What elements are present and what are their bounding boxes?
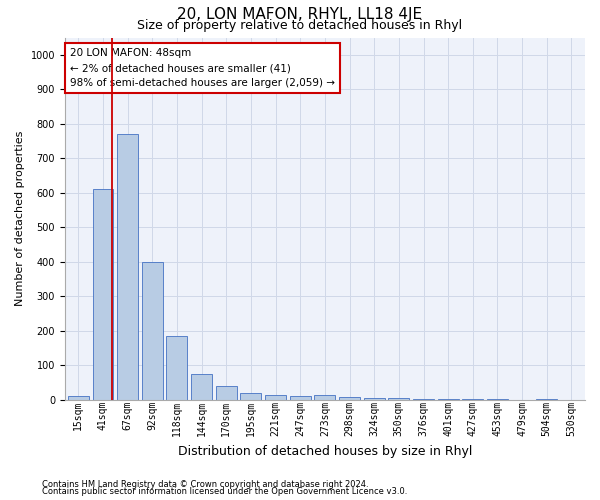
- Bar: [388, 398, 409, 400]
- Bar: [68, 396, 89, 400]
- Text: 20 LON MAFON: 48sqm
← 2% of detached houses are smaller (41)
98% of semi-detache: 20 LON MAFON: 48sqm ← 2% of detached hou…: [70, 48, 335, 88]
- Text: 20, LON MAFON, RHYL, LL18 4JE: 20, LON MAFON, RHYL, LL18 4JE: [178, 8, 422, 22]
- Y-axis label: Number of detached properties: Number of detached properties: [15, 131, 25, 306]
- Bar: [290, 396, 311, 400]
- Bar: [142, 262, 163, 400]
- Bar: [92, 189, 113, 400]
- Bar: [117, 134, 138, 400]
- Bar: [216, 386, 237, 400]
- Bar: [191, 374, 212, 400]
- Text: Contains HM Land Registry data © Crown copyright and database right 2024.: Contains HM Land Registry data © Crown c…: [42, 480, 368, 489]
- Text: Contains public sector information licensed under the Open Government Licence v3: Contains public sector information licen…: [42, 487, 407, 496]
- Bar: [241, 394, 262, 400]
- Bar: [314, 395, 335, 400]
- Bar: [166, 336, 187, 400]
- Text: Size of property relative to detached houses in Rhyl: Size of property relative to detached ho…: [137, 18, 463, 32]
- Bar: [265, 395, 286, 400]
- Bar: [364, 398, 385, 400]
- Bar: [413, 399, 434, 400]
- X-axis label: Distribution of detached houses by size in Rhyl: Distribution of detached houses by size …: [178, 444, 472, 458]
- Bar: [339, 397, 360, 400]
